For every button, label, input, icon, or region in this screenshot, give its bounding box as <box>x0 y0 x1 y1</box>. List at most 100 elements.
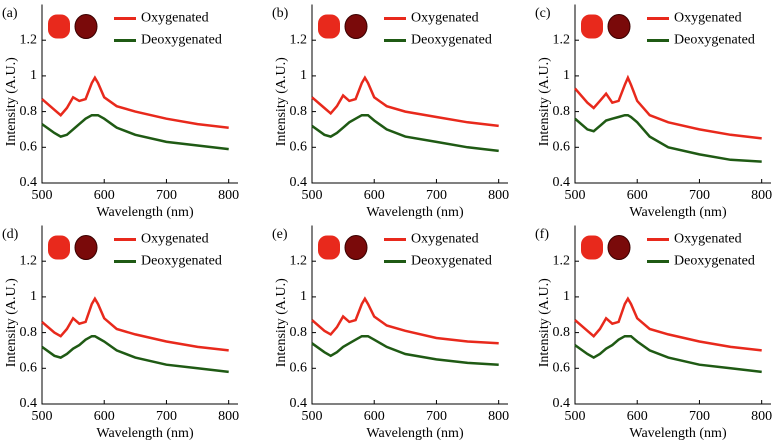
x-tick-label: 700 <box>156 188 177 203</box>
y-tick-label: 0.6 <box>290 361 308 376</box>
cell-icon <box>581 235 603 260</box>
y-tick-label: 1 <box>300 68 307 83</box>
x-tick-label: 600 <box>627 409 648 424</box>
panel: (e) 0.4 0.6 0.8 1 1.2 500 600 700 800 Wavelength (… <box>272 225 509 441</box>
x-tick-label: 700 <box>689 188 710 203</box>
x-tick-label: 600 <box>94 409 115 424</box>
legend-label: Oxygenated <box>411 11 479 26</box>
data-line <box>574 334 762 374</box>
data-line <box>574 296 762 352</box>
x-tick-label: 700 <box>426 409 447 424</box>
x-axis-label: Wavelength (nm) <box>96 426 194 441</box>
legend-label: Oxygenated <box>141 232 209 247</box>
x-tick-label: 800 <box>488 188 509 203</box>
x-tick-label: 800 <box>751 409 772 424</box>
y-tick-label: 0.4 <box>553 175 571 190</box>
cell-icon <box>318 235 340 260</box>
y-axis-label: Intensity (A.U.) <box>274 278 289 367</box>
x-tick-label: 600 <box>94 188 115 203</box>
data-line <box>311 113 499 153</box>
data-line <box>574 74 762 140</box>
panel: (b) 0.4 0.6 0.8 1 1.2 500 600 700 800 Wavelength (… <box>272 4 509 220</box>
cell-3d-icon <box>607 235 631 260</box>
cell-3d-icon <box>607 14 631 39</box>
legend-label: Deoxygenated <box>411 33 492 48</box>
panel-label: (e) <box>272 227 288 242</box>
y-tick-label: 0.4 <box>290 396 308 411</box>
y-tick-label: 0.8 <box>290 104 308 119</box>
panel-label: (c) <box>535 6 551 21</box>
y-tick-label: 1.2 <box>290 32 308 47</box>
panel: (f) 0.4 0.6 0.8 1 1.2 500 600 700 800 Wavelength (… <box>535 225 772 441</box>
y-axis-label: Intensity (A.U.) <box>4 57 19 146</box>
data-line <box>311 334 499 366</box>
y-tick-label: 1 <box>300 289 307 304</box>
cell-icon <box>48 235 70 260</box>
y-tick-label: 0.8 <box>20 325 38 340</box>
x-tick-label: 800 <box>488 409 509 424</box>
y-tick-label: 0.6 <box>20 361 38 376</box>
y-axis-label: Intensity (A.U.) <box>4 278 19 367</box>
data-line <box>574 113 762 163</box>
y-tick-label: 0.6 <box>553 361 571 376</box>
panel: (a) 0.4 0.6 0.8 1 1.2 500 600 700 800 Wavelength (… <box>2 4 239 220</box>
y-tick-label: 1 <box>30 289 37 304</box>
y-axis-label: Intensity (A.U.) <box>537 57 552 146</box>
cell-3d-icon <box>74 235 98 260</box>
x-tick-label: 500 <box>32 188 53 203</box>
y-tick-label: 0.4 <box>553 396 571 411</box>
y-tick-label: 1 <box>30 68 37 83</box>
panel-label: (b) <box>272 6 289 21</box>
x-tick-label: 800 <box>218 409 239 424</box>
data-line <box>311 75 499 128</box>
x-tick-label: 500 <box>565 188 586 203</box>
legend-label: Oxygenated <box>674 232 742 247</box>
y-tick-label: 0.8 <box>290 325 308 340</box>
legend-label: Oxygenated <box>141 11 209 26</box>
data-line <box>41 334 229 374</box>
x-tick-label: 600 <box>627 188 648 203</box>
panel-label: (f) <box>535 227 549 242</box>
x-tick-label: 500 <box>302 409 323 424</box>
x-tick-label: 700 <box>156 409 177 424</box>
x-tick-label: 700 <box>426 188 447 203</box>
panel-label: (a) <box>2 6 18 21</box>
legend-label: Deoxygenated <box>411 254 492 269</box>
panel: (c) 0.4 0.6 0.8 1 1.2 500 600 700 800 Wavelength (… <box>535 4 772 220</box>
x-tick-label: 800 <box>218 188 239 203</box>
data-line <box>41 113 229 151</box>
x-tick-label: 500 <box>302 188 323 203</box>
legend-label: Oxygenated <box>674 11 742 26</box>
data-line <box>311 296 499 345</box>
x-tick-label: 500 <box>565 409 586 424</box>
data-line <box>41 75 229 129</box>
data-line <box>41 296 229 352</box>
legend-label: Deoxygenated <box>141 254 222 269</box>
y-tick-label: 0.8 <box>20 104 38 119</box>
legend-label: Deoxygenated <box>674 33 755 48</box>
legend-label: Deoxygenated <box>141 33 222 48</box>
y-tick-label: 0.4 <box>20 396 38 411</box>
y-tick-label: 1.2 <box>553 253 571 268</box>
x-tick-label: 500 <box>32 409 53 424</box>
y-tick-label: 1 <box>563 68 570 83</box>
y-tick-label: 0.6 <box>290 140 308 155</box>
x-axis-label: Wavelength (nm) <box>366 426 464 441</box>
cell-icon <box>581 14 603 39</box>
x-axis-label: Wavelength (nm) <box>629 426 727 441</box>
y-axis-label: Intensity (A.U.) <box>274 57 289 146</box>
y-tick-label: 0.4 <box>290 175 308 190</box>
x-axis-label: Wavelength (nm) <box>96 205 194 220</box>
y-tick-label: 0.6 <box>20 140 38 155</box>
axes <box>311 225 508 405</box>
y-tick-label: 1 <box>563 289 570 304</box>
x-axis-label: Wavelength (nm) <box>366 205 464 220</box>
cell-icon <box>48 14 70 39</box>
y-tick-label: 0.8 <box>553 325 571 340</box>
x-tick-label: 600 <box>364 409 385 424</box>
y-tick-label: 1.2 <box>290 253 308 268</box>
x-tick-label: 800 <box>751 188 772 203</box>
axes <box>41 4 238 184</box>
legend-label: Oxygenated <box>411 232 479 247</box>
